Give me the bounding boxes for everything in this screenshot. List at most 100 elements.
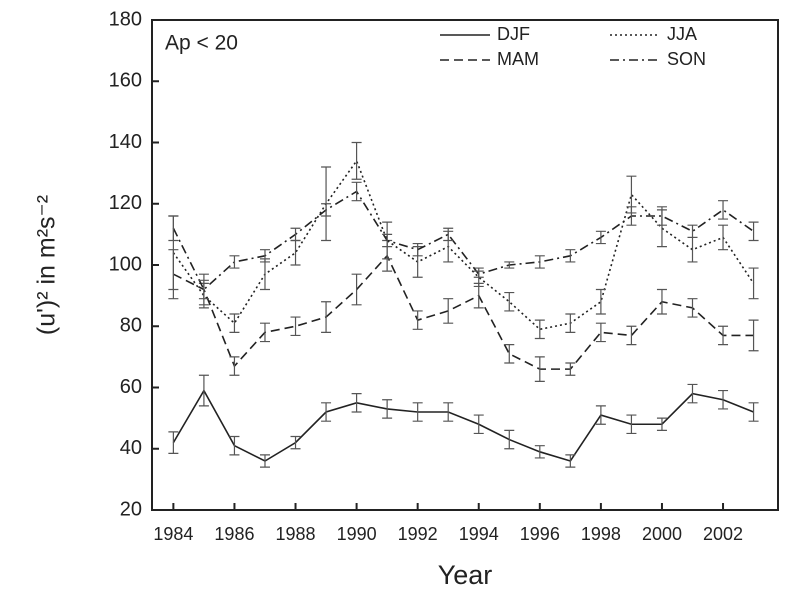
error-bar [473, 414, 484, 435]
legend-label: JJA [667, 24, 697, 44]
error-bar [687, 236, 698, 263]
error-bar [718, 200, 729, 220]
x-tick-label: 1992 [398, 524, 438, 544]
legend-label: SON [667, 49, 706, 69]
error-bar [198, 374, 209, 407]
x-tick-label: 1990 [337, 524, 377, 544]
legend-label: MAM [497, 49, 539, 69]
error-bar [626, 414, 637, 435]
error-bar [351, 273, 362, 306]
error-bar [290, 227, 301, 242]
error-bar [351, 393, 362, 413]
y-tick-label: 120 [109, 192, 142, 214]
error-bar [718, 224, 729, 251]
x-tick-label: 2002 [703, 524, 743, 544]
error-bar [412, 310, 423, 330]
error-bar [321, 301, 332, 333]
error-bar [321, 203, 332, 217]
x-tick-label: 1988 [275, 524, 315, 544]
error-bar [504, 291, 515, 312]
error-bar [473, 282, 484, 309]
y-tick-label: 40 [120, 437, 142, 459]
series-line [172, 190, 755, 291]
error-bar [382, 233, 393, 248]
error-bar [595, 230, 606, 245]
y-tick-label: 160 [109, 70, 142, 92]
error-bar [229, 313, 240, 333]
y-tick-label: 140 [109, 131, 142, 153]
error-bar [565, 313, 576, 333]
error-bar [351, 181, 362, 202]
error-bar [534, 319, 545, 340]
x-axis-title: Year [438, 560, 493, 590]
error-bar [168, 215, 179, 242]
x-tick-label: 1984 [153, 524, 193, 544]
error-bar [259, 249, 270, 263]
x-tick-label: 1986 [214, 524, 254, 544]
error-bar [626, 325, 637, 346]
error-bar [534, 445, 545, 459]
error-bar [626, 206, 637, 226]
error-bar [382, 399, 393, 419]
y-axis-title: (u')² in m²s⁻² [33, 195, 61, 335]
legend-label: DJF [497, 24, 530, 44]
plot-frame [151, 19, 779, 511]
error-bar [473, 270, 484, 278]
x-tick-label: 1998 [581, 524, 621, 544]
error-bar [748, 267, 759, 300]
error-bar [443, 402, 454, 422]
y-tick-label: 100 [109, 253, 142, 275]
error-bar [412, 242, 423, 257]
y-tick-label: 20 [120, 498, 142, 520]
x-tick-label: 1994 [459, 524, 499, 544]
error-bar [290, 316, 301, 337]
error-bar [168, 431, 179, 454]
error-bar [748, 221, 759, 242]
series-line [173, 254, 754, 370]
error-bar [748, 319, 759, 352]
series-line [172, 159, 755, 331]
error-bar [718, 325, 729, 346]
error-bar [565, 454, 576, 468]
annotation: Ap < 20 [165, 32, 238, 55]
y-tick-label: 180 [109, 8, 142, 30]
error-bar [534, 255, 545, 269]
error-bar [229, 356, 240, 376]
y-tick-label: 60 [120, 376, 142, 398]
error-bar [565, 362, 576, 376]
error-bar [504, 261, 515, 269]
error-bar [290, 435, 301, 450]
error-bar [565, 249, 576, 263]
error-bar [656, 417, 667, 431]
error-bar [351, 141, 362, 180]
error-bar [229, 435, 240, 456]
error-bar [718, 389, 729, 410]
error-bar [504, 429, 515, 450]
error-bar [748, 402, 759, 422]
x-tick-label: 2000 [642, 524, 682, 544]
error-bar [687, 298, 698, 318]
x-tick-label: 1996 [520, 524, 560, 544]
error-bar [259, 454, 270, 468]
error-bar [412, 402, 423, 422]
series-line [172, 388, 754, 462]
error-bar [656, 288, 667, 315]
error-bar [198, 279, 209, 300]
y-tick-label: 80 [120, 315, 142, 337]
error-bar [656, 206, 667, 226]
error-bar [259, 322, 270, 343]
error-bar [290, 239, 301, 266]
error-bar [595, 405, 606, 425]
error-bar [321, 402, 332, 422]
error-bar [229, 255, 240, 269]
error-bar [595, 322, 606, 343]
error-bar [595, 288, 606, 315]
error-bar [504, 344, 515, 364]
error-bar [443, 298, 454, 324]
error-bar [259, 258, 270, 291]
error-bar [687, 224, 698, 239]
error-bar [443, 227, 454, 242]
error-bar [534, 356, 545, 382]
error-bar [687, 383, 698, 404]
